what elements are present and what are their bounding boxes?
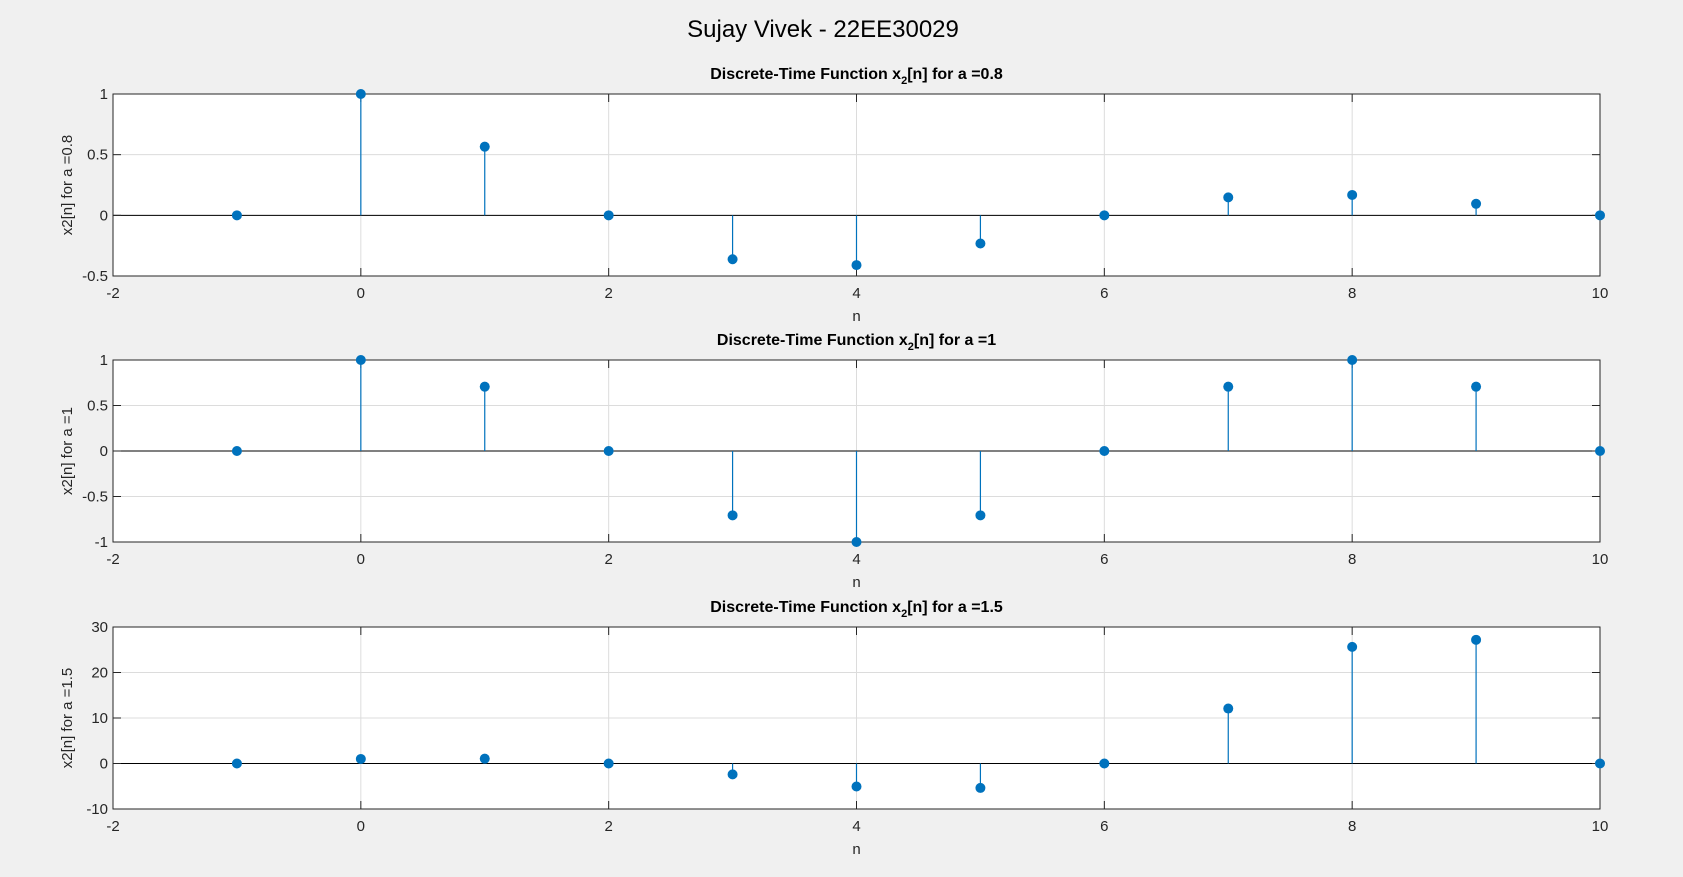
y-tick-label: 1 [100,352,108,369]
x-tick-label: 8 [1348,818,1356,835]
data-point [851,260,862,271]
subplot-title: Discrete-Time Function x2[n] for a =1 [717,332,996,353]
x-tick-label: 8 [1348,551,1356,568]
x-tick-label: -2 [106,818,119,835]
x-tick-label: 0 [357,285,365,302]
data-point [1099,758,1110,769]
subplot-1: -2 0 2 4 6 8 10 -0.5 0 0.5 1 Discrete-Time Function… [59,66,1608,325]
subplot-title: Discrete-Time Function x2[n] for a =1.5 [710,599,1003,620]
x-tick-label: 2 [604,551,612,568]
x-tick-label: 0 [357,551,365,568]
data-point [1347,641,1358,652]
data-point [1347,355,1358,365]
data-point [231,758,242,769]
data-point [1099,446,1110,456]
data-point [603,446,614,456]
data-point [1347,189,1358,200]
x-axis-label: n [852,308,860,325]
x-axis-label: n [852,841,860,858]
x-tick-label: -2 [106,285,119,302]
data-point [231,446,242,456]
data-point [727,254,738,265]
figure-title: Sujay Vivek - 22EE30029 [687,16,959,43]
x-tick-label: 10 [1592,551,1609,568]
y-tick-label: -1 [95,534,108,551]
data-point [355,355,366,365]
data-point [1595,758,1605,769]
y-tick-label: 20 [91,665,108,682]
x-tick-label: 4 [852,818,860,835]
x-tick-label: -2 [106,551,119,568]
x-tick-label: 2 [604,285,612,302]
data-point [975,238,986,249]
y-tick-label: -0.5 [82,268,108,285]
data-point [479,141,490,152]
data-point [727,510,738,521]
y-tick-label: 0.5 [87,147,108,164]
data-point [479,381,490,392]
data-point [1223,381,1234,392]
y-tick-label: 0 [100,443,108,460]
data-point [355,753,366,764]
x-tick-label: 4 [852,551,860,568]
subplot-title: Discrete-Time Function x2[n] for a =0.8 [710,66,1003,87]
x-tick-label: 6 [1100,551,1108,568]
data-point [1471,634,1482,645]
data-point [355,89,366,99]
subplot-2: -2 0 2 4 6 8 10 -1 -0.5 0 0.5 1 Discrete-Time Functi… [59,332,1608,591]
data-point [1471,381,1482,392]
y-tick-label: 0 [100,207,108,224]
y-tick-label: 10 [91,710,108,727]
x-tick-label: 4 [852,285,860,302]
data-point [727,769,738,780]
data-point [1099,210,1110,221]
data-point [1595,210,1605,221]
x-tick-label: 2 [604,818,612,835]
x-tick-label: 8 [1348,285,1356,302]
data-point [479,753,490,764]
data-point [975,782,986,793]
y-tick-label: -10 [86,801,108,818]
x-tick-label: 0 [357,818,365,835]
x-axis-label: n [852,574,860,591]
y-axis-label: x2[n] for a =1.5 [59,668,76,768]
subplot-3: -2 0 2 4 6 8 10 -10 0 10 20 30 Discrete-Time Functio… [59,599,1608,858]
data-point [1595,446,1605,456]
data-point [1471,198,1482,209]
y-axis-label: x2[n] for a =0.8 [59,135,76,235]
y-tick-label: 0 [100,756,108,773]
y-tick-label: -0.5 [82,489,108,506]
y-tick-label: 0.5 [87,398,108,415]
data-point [603,210,614,221]
y-tick-label: 30 [91,619,108,636]
y-axis-label: x2[n] for a =1 [59,407,76,495]
data-point [851,781,862,792]
x-tick-label: 6 [1100,818,1108,835]
y-tick-label: 1 [100,86,108,103]
data-point [975,510,986,521]
data-point [231,210,242,221]
data-point [1223,192,1234,203]
data-point [603,758,614,769]
x-tick-label: 10 [1592,285,1609,302]
x-tick-label: 6 [1100,285,1108,302]
data-point [1223,703,1234,714]
data-point [851,537,862,547]
x-tick-label: 10 [1592,818,1609,835]
